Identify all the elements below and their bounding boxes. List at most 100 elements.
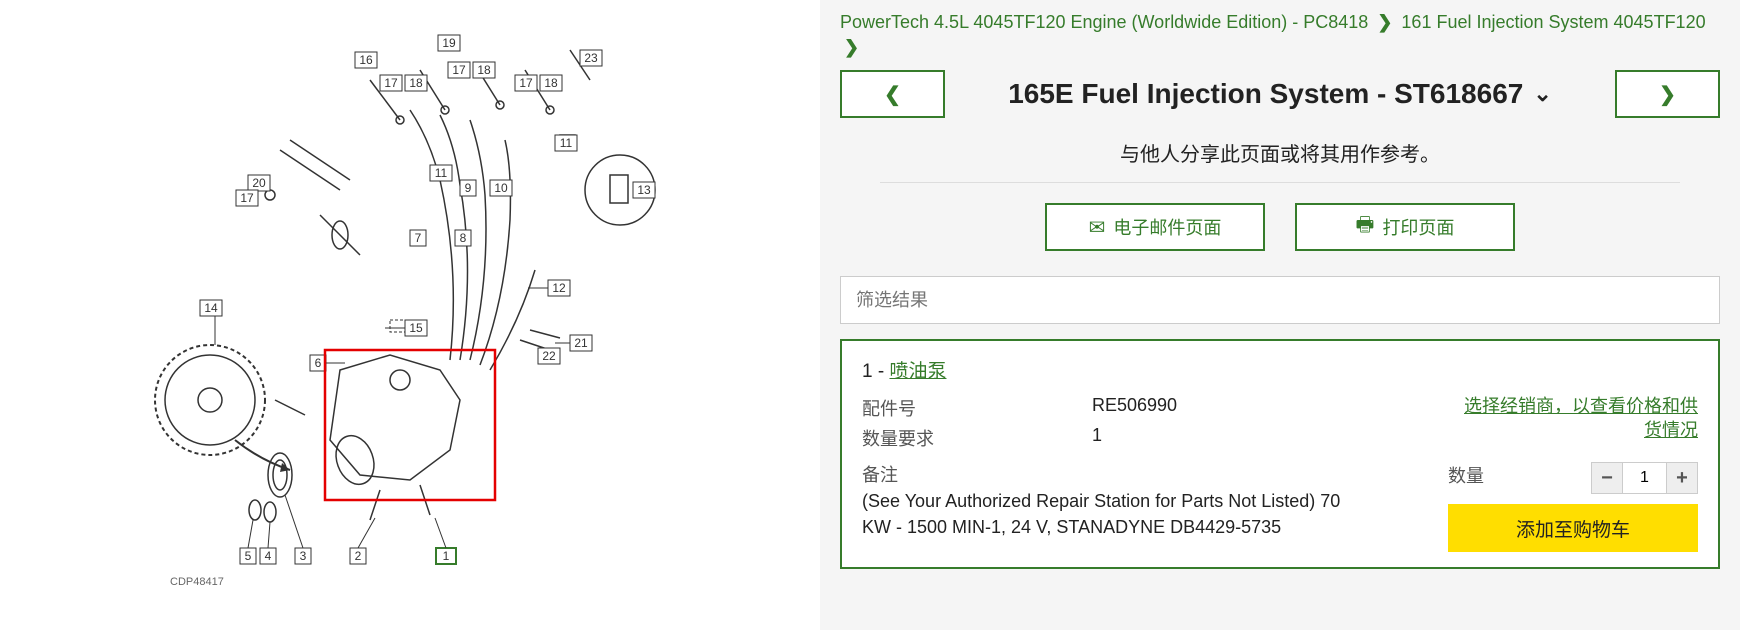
callout: 12 [528, 280, 570, 296]
callout: 11 [430, 165, 452, 181]
part-actions: 选择经销商，以查看价格和供货情况 数量 − + 添加至购物车 [1448, 395, 1698, 552]
action-row: ✉ 电子邮件页面 🖶 打印页面 [840, 203, 1720, 251]
svg-text:3: 3 [300, 549, 307, 563]
part-name-link[interactable]: 喷油泵 [889, 361, 946, 382]
svg-text:18: 18 [477, 63, 491, 77]
next-button[interactable]: ❯ [1615, 70, 1720, 118]
callout: 18 [473, 62, 495, 78]
email-button-label: 电子邮件页面 [1113, 214, 1221, 240]
callout: 22 [538, 348, 560, 364]
callout: 18 [405, 75, 427, 91]
callout: 15 [385, 320, 427, 336]
svg-text:5: 5 [245, 549, 252, 563]
page-title[interactable]: 165E Fuel Injection System - ST618667 ⌄ [960, 78, 1600, 110]
chevron-down-icon: ⌄ [1533, 81, 1551, 107]
breadcrumb: PowerTech 4.5L 4045TF120 Engine (Worldwi… [840, 10, 1720, 60]
email-icon: ✉ [1089, 215, 1106, 240]
print-page-button[interactable]: 🖶 打印页面 [1295, 203, 1515, 251]
svg-text:16: 16 [359, 53, 373, 67]
callout: 21 [555, 335, 592, 351]
callout: 7 [410, 230, 426, 246]
diagram-panel: 14 16 17 18 19 17 18 17 18 23 11 13 11 9… [0, 0, 820, 630]
svg-text:13: 13 [637, 183, 651, 197]
svg-text:17: 17 [519, 76, 533, 90]
parts-diagram[interactable]: 14 16 17 18 19 17 18 17 18 23 11 13 11 9… [60, 20, 760, 610]
svg-text:19: 19 [442, 36, 456, 50]
svg-text:7: 7 [415, 231, 422, 245]
chevron-right-icon: ❯ [1377, 12, 1392, 32]
add-to-cart-button[interactable]: 添加至购物车 [1448, 504, 1698, 552]
callout: 18 [540, 75, 562, 91]
highlight-box [325, 350, 495, 500]
svg-text:22: 22 [542, 349, 556, 363]
part-info: 配件号 RE506990 数量要求 1 备注 (See Your Authori… [862, 395, 1428, 552]
svg-text:9: 9 [465, 181, 472, 195]
svg-text:18: 18 [544, 76, 558, 90]
callout: 23 [580, 50, 602, 66]
svg-text:17: 17 [384, 76, 398, 90]
divider [880, 182, 1680, 183]
print-button-label: 打印页面 [1382, 214, 1454, 240]
callout: 17 [515, 75, 537, 91]
callout-selected: 1 [435, 518, 456, 564]
svg-text:17: 17 [240, 191, 254, 205]
callout: 17 [448, 62, 470, 78]
callout: 13 [633, 182, 655, 198]
qty-req-label: 数量要求 [862, 425, 1092, 451]
part-card: 1 - 喷油泵 配件号 RE506990 数量要求 1 备注 (See Your… [840, 339, 1720, 569]
svg-text:23: 23 [584, 51, 598, 65]
qty-increase-button[interactable]: + [1667, 463, 1697, 493]
svg-text:10: 10 [494, 181, 508, 195]
qty-decrease-button[interactable]: − [1592, 463, 1622, 493]
callout: 8 [455, 230, 471, 246]
svg-text:11: 11 [435, 166, 448, 180]
print-icon: 🖶 [1356, 210, 1375, 244]
svg-text:6: 6 [315, 356, 322, 370]
svg-text:4: 4 [265, 549, 272, 563]
prev-button[interactable]: ❮ [840, 70, 945, 118]
qty-input[interactable] [1622, 463, 1667, 493]
qty-label: 数量 [1448, 462, 1484, 488]
part-no-value: RE506990 [1092, 395, 1177, 421]
remarks-text: (See Your Authorized Repair Station for … [862, 489, 1362, 539]
svg-text:15: 15 [409, 321, 423, 335]
part-no-label: 配件号 [862, 395, 1092, 421]
callout: 20 [248, 175, 270, 191]
callout: 19 [438, 35, 460, 51]
svg-text:14: 14 [204, 301, 218, 315]
callout: 6 [310, 355, 345, 371]
part-index: 1 - [862, 361, 884, 382]
filter-input[interactable] [840, 276, 1720, 324]
svg-text:20: 20 [252, 176, 266, 190]
title-label: 165E Fuel Injection System - ST618667 [1008, 78, 1523, 110]
email-page-button[interactable]: ✉ 电子邮件页面 [1045, 203, 1265, 251]
dealer-link[interactable]: 选择经销商，以查看价格和供货情况 [1448, 395, 1698, 442]
svg-text:17: 17 [452, 63, 466, 77]
callout: 17 [380, 75, 402, 91]
callout: 4 [260, 522, 276, 564]
svg-text:18: 18 [409, 76, 423, 90]
svg-text:12: 12 [552, 281, 566, 295]
breadcrumb-link-1[interactable]: PowerTech 4.5L 4045TF120 Engine (Worldwi… [840, 12, 1368, 32]
callout: 14 [200, 300, 222, 345]
share-text: 与他人分享此页面或将其用作参考。 [840, 138, 1720, 167]
callout: 16 [355, 52, 377, 68]
callout: 11 [555, 135, 577, 151]
callout: 17 [236, 190, 258, 206]
svg-text:2: 2 [355, 549, 362, 563]
svg-text:1: 1 [443, 549, 450, 563]
svg-text:21: 21 [574, 336, 588, 350]
callout: 2 [350, 518, 375, 564]
details-panel: PowerTech 4.5L 4045TF120 Engine (Worldwi… [820, 0, 1740, 630]
title-row: ❮ 165E Fuel Injection System - ST618667 … [840, 70, 1720, 118]
callout: 10 [490, 180, 512, 196]
qty-req-value: 1 [1092, 425, 1102, 451]
qty-stepper: − + [1591, 462, 1698, 494]
diagram-ref: CDP48417 [170, 576, 224, 588]
remarks-label: 备注 [862, 461, 1428, 487]
svg-text:8: 8 [460, 231, 467, 245]
svg-text:11: 11 [560, 136, 573, 150]
part-title: 1 - 喷油泵 [862, 356, 1698, 383]
callout: 5 [240, 520, 256, 564]
breadcrumb-link-2[interactable]: 161 Fuel Injection System 4045TF120 [1401, 12, 1705, 32]
